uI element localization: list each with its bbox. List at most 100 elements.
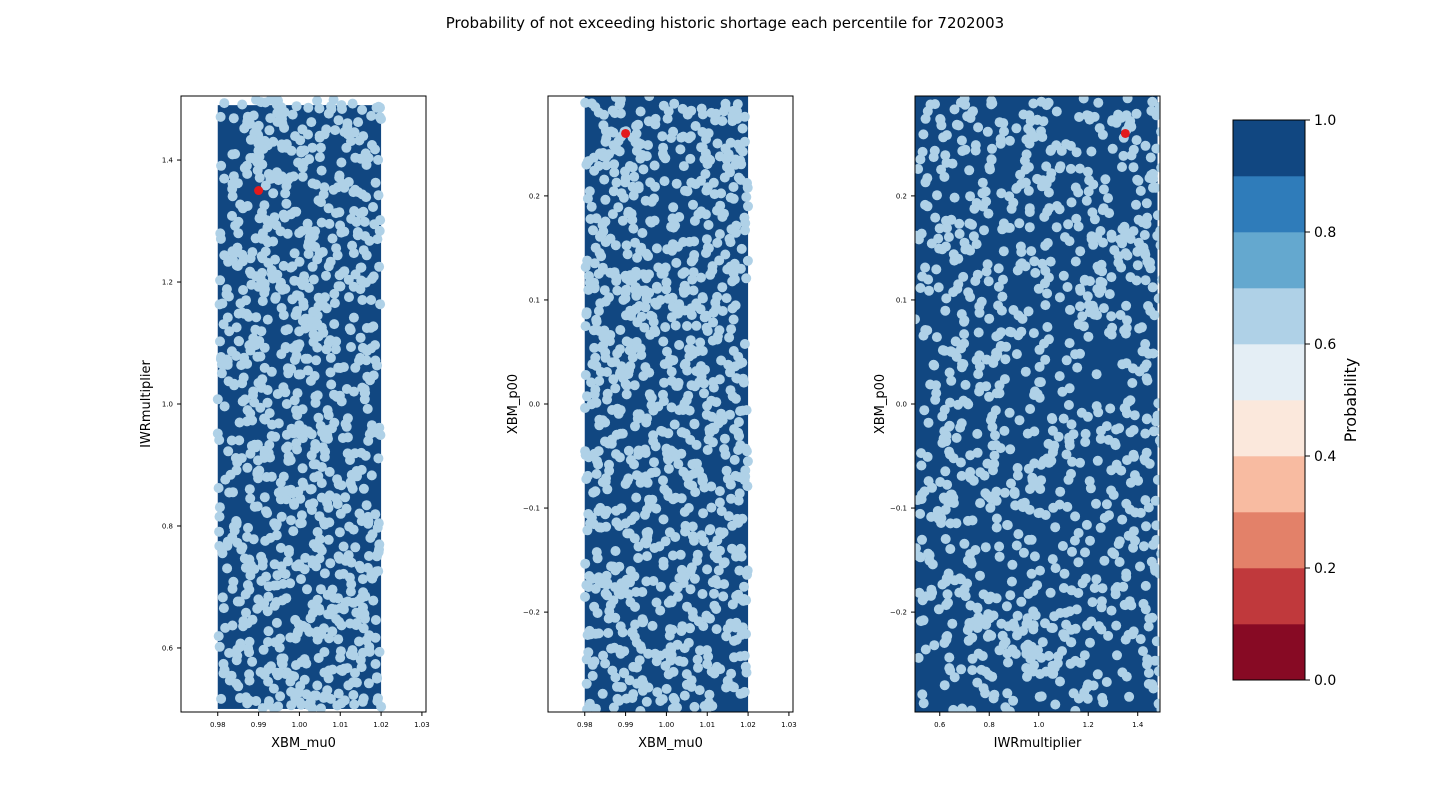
sample-point	[1100, 174, 1111, 185]
sample-point	[1083, 331, 1094, 342]
sample-point	[1097, 583, 1108, 594]
y-tick-label: 1.2	[162, 279, 173, 287]
x-axis-label: XBM_mu0	[638, 736, 703, 751]
sample-point	[723, 511, 734, 522]
sample-point	[1128, 226, 1139, 237]
sample-point	[660, 322, 671, 333]
sample-point	[330, 344, 341, 355]
sample-point	[1129, 410, 1140, 421]
x-tick-label: 1.2	[1083, 721, 1094, 729]
sample-point	[1032, 580, 1043, 591]
sample-point	[1040, 354, 1051, 365]
sample-point	[349, 127, 360, 138]
sample-point	[737, 622, 748, 633]
sample-point	[983, 208, 994, 219]
sample-point	[967, 653, 978, 664]
sample-point	[1049, 611, 1060, 622]
sample-point	[1137, 346, 1148, 357]
sample-point	[1092, 455, 1103, 466]
sample-point	[954, 573, 965, 584]
sample-point	[615, 98, 626, 108]
sample-point	[334, 207, 345, 218]
sample-point	[973, 369, 984, 380]
sample-point	[257, 296, 268, 307]
sample-point	[712, 138, 723, 149]
sample-point	[637, 675, 648, 686]
sample-point	[608, 127, 619, 138]
sample-point	[215, 275, 226, 286]
sample-point	[917, 534, 927, 545]
sample-point	[271, 617, 282, 628]
sample-point	[226, 346, 237, 357]
sample-point	[1009, 489, 1020, 499]
sample-point	[215, 111, 226, 122]
sample-point	[372, 360, 382, 371]
sample-point	[678, 405, 688, 415]
sample-point	[1013, 310, 1024, 321]
sample-point	[1071, 213, 1082, 224]
sample-point	[1043, 438, 1054, 449]
sample-point	[261, 215, 272, 226]
sample-point	[1008, 618, 1019, 629]
sample-point	[336, 620, 347, 631]
y-tick-label: −0.2	[890, 609, 907, 617]
sample-point	[1065, 163, 1076, 174]
sample-point	[1005, 444, 1016, 455]
sample-point	[696, 272, 706, 283]
sample-point	[1118, 233, 1129, 244]
sample-point	[918, 698, 929, 709]
sample-point	[1151, 416, 1160, 427]
sample-point	[276, 511, 287, 522]
sample-point	[702, 659, 713, 670]
sample-point	[590, 242, 601, 253]
sample-point	[1112, 582, 1123, 592]
sample-point	[1061, 449, 1072, 460]
sample-point	[940, 534, 951, 544]
sample-point	[1141, 198, 1152, 209]
sample-point	[307, 261, 318, 272]
sample-point	[256, 380, 266, 391]
sample-point	[347, 98, 358, 109]
sample-point	[690, 121, 701, 131]
sample-point	[277, 142, 288, 153]
sample-point	[629, 533, 640, 544]
sample-point	[645, 310, 656, 321]
sample-point	[280, 325, 291, 336]
sample-point	[1147, 282, 1158, 293]
sample-point	[692, 549, 703, 560]
sample-point	[333, 634, 344, 645]
sample-point	[370, 509, 381, 520]
sample-point	[268, 683, 279, 694]
sample-point	[315, 142, 326, 153]
sample-point	[710, 115, 721, 126]
sample-point	[728, 193, 739, 204]
sample-point	[721, 631, 732, 642]
sample-point	[713, 565, 724, 576]
sample-point	[312, 527, 323, 537]
sample-point	[682, 321, 692, 331]
sample-point	[348, 312, 359, 323]
x-tick-label: 1.03	[781, 721, 797, 729]
sample-point	[649, 325, 660, 335]
sample-point	[237, 249, 248, 260]
sample-point	[1145, 152, 1156, 163]
sample-point	[349, 699, 360, 710]
sample-point	[228, 113, 239, 124]
sample-point	[642, 504, 652, 515]
sample-point	[920, 262, 931, 273]
sample-point	[642, 413, 652, 424]
sample-point	[610, 582, 620, 593]
sample-point	[630, 421, 640, 432]
sample-point	[362, 562, 373, 573]
sample-point	[947, 158, 958, 169]
sample-point	[356, 275, 367, 286]
sample-point	[1133, 237, 1144, 248]
sample-point	[235, 638, 246, 649]
sample-point	[240, 394, 250, 405]
sample-point	[598, 109, 609, 120]
sample-point	[314, 152, 325, 163]
sample-point	[997, 291, 1008, 302]
sample-point	[698, 508, 709, 519]
sample-point	[965, 191, 976, 202]
y-tick-label: 0.8	[162, 522, 173, 530]
